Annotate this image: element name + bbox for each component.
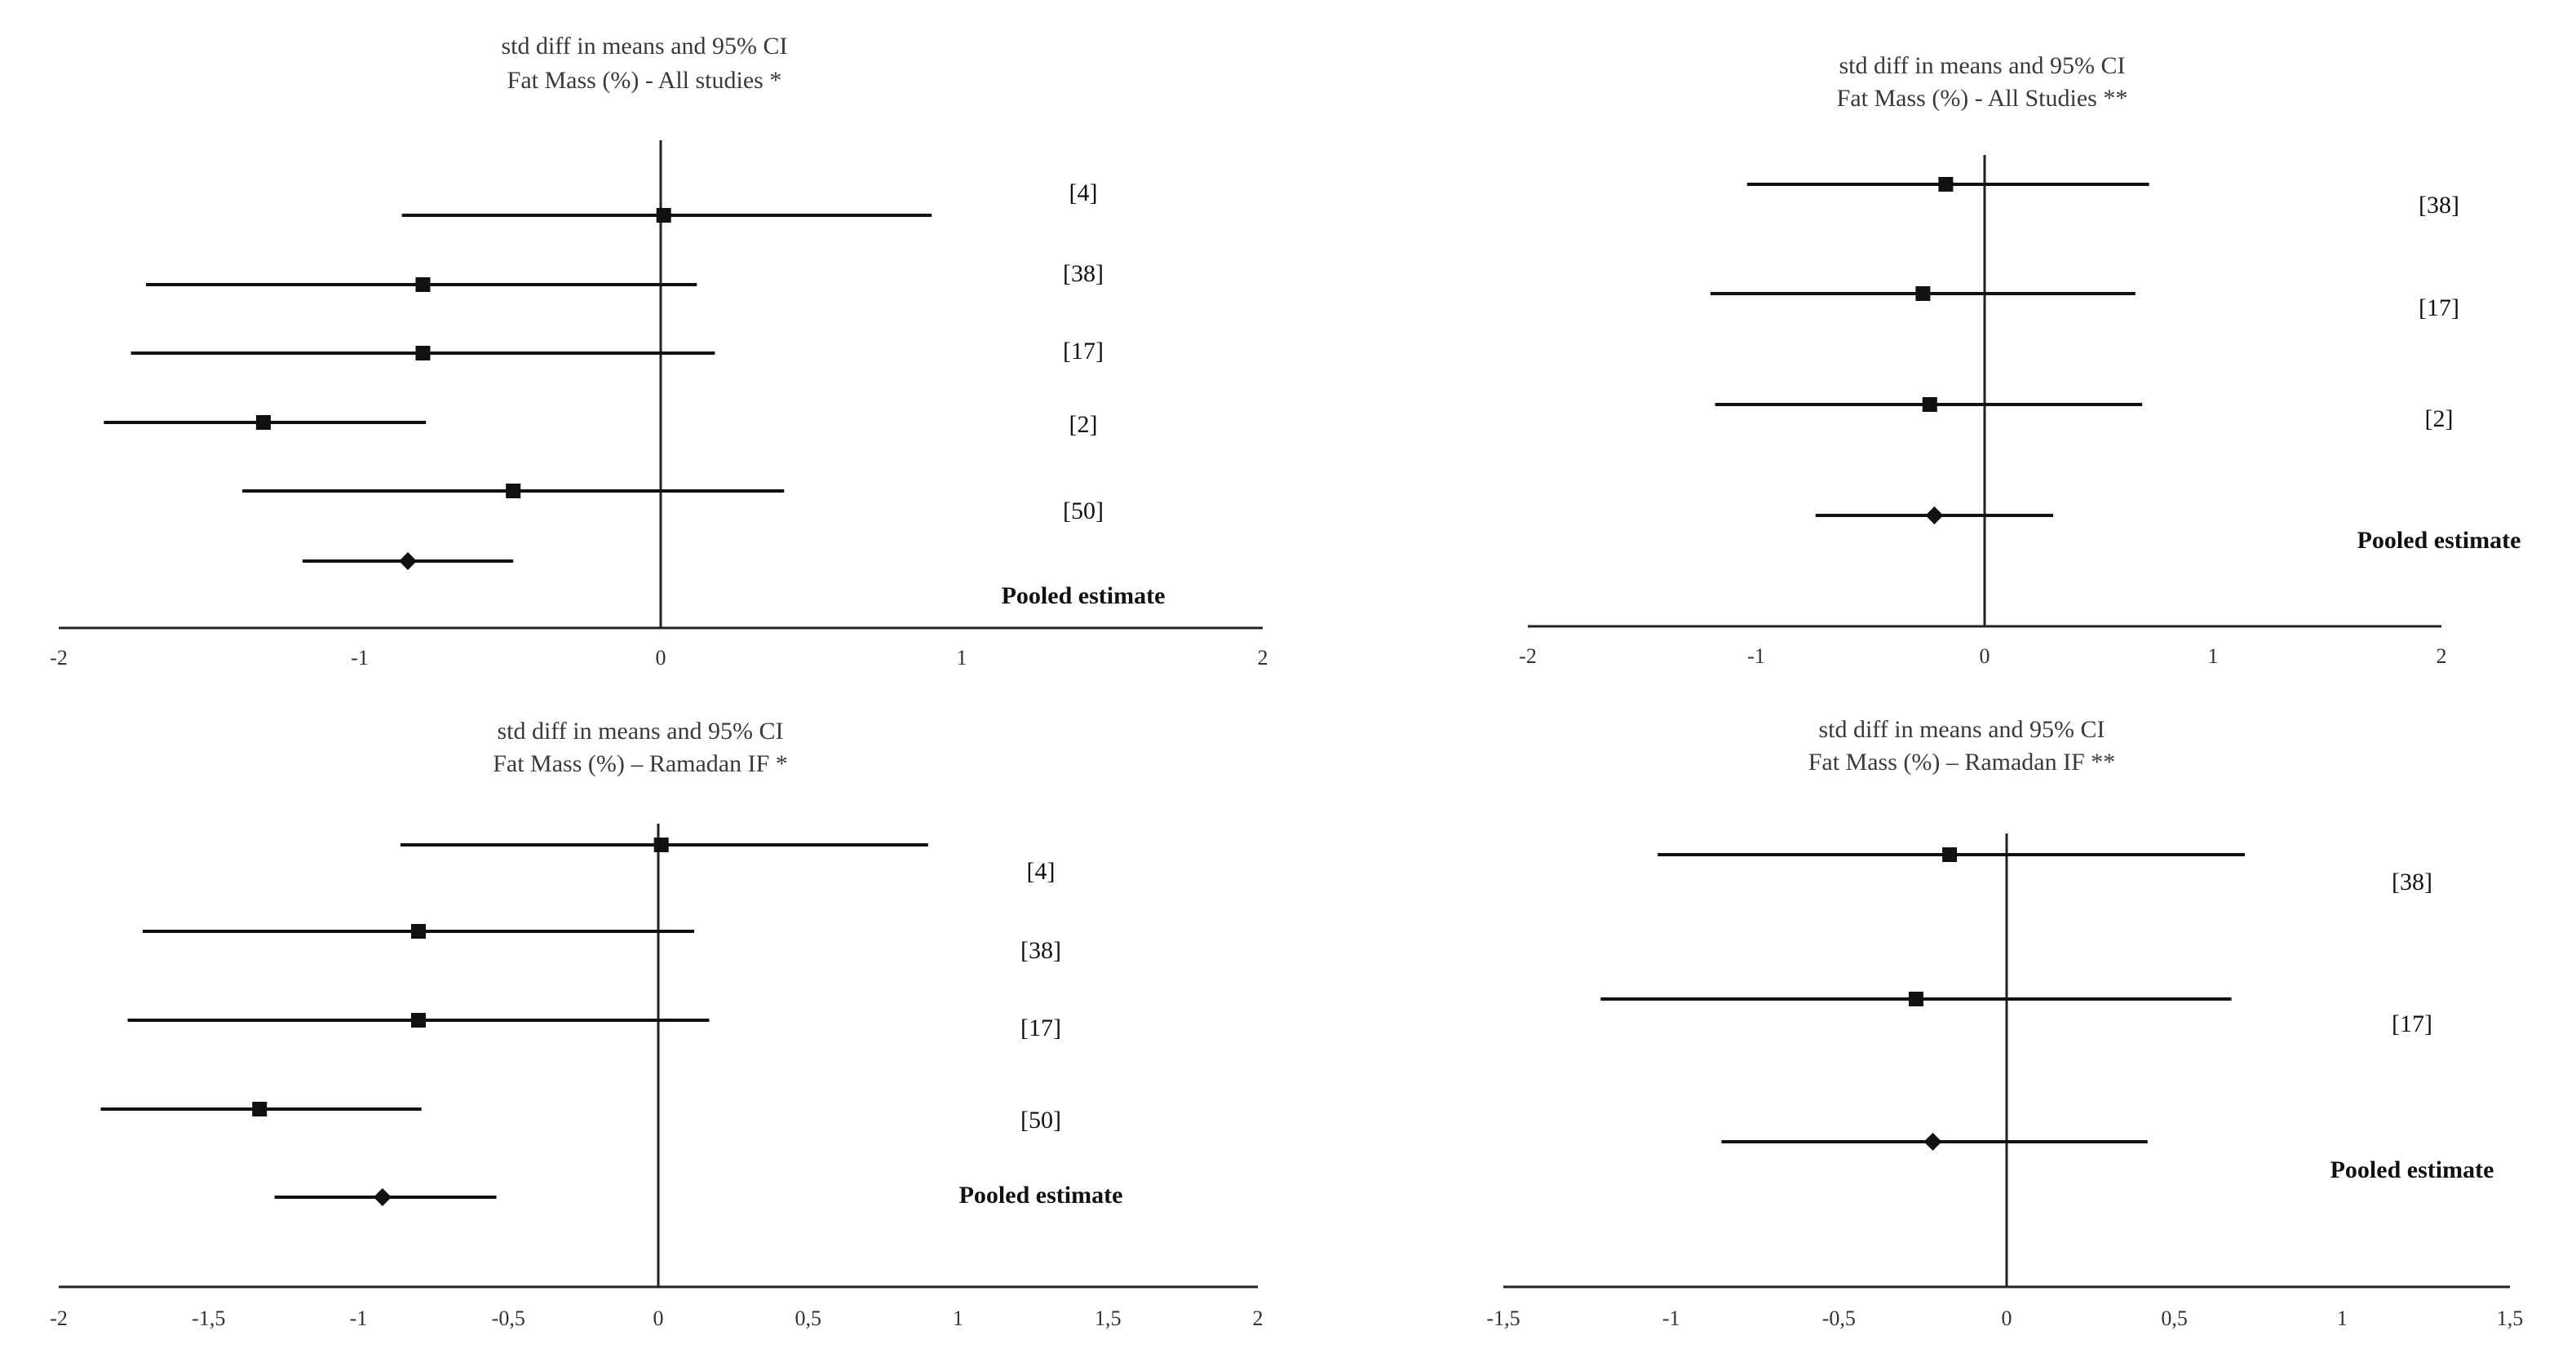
- panel-ramadan-if-2: std diff in means and 95% CI Fat Mass (%…: [1808, 716, 2116, 776]
- x-tick-label: 0,5: [795, 1306, 822, 1330]
- panel-ramadan-if-1: std diff in means and 95% CI Fat Mass (%…: [493, 718, 788, 777]
- study-label: [17]: [2419, 294, 2459, 321]
- x-tick-label: -1: [351, 646, 369, 670]
- x-tick-label: 1,5: [1095, 1306, 1122, 1330]
- forest-marks: -2 -1 0 1 2 [4] [38] [17] [2] [50] Pooled estimate…: [50, 140, 2523, 1330]
- study-estimate-marker: [653, 838, 669, 852]
- study-estimate-marker: [1922, 397, 1937, 412]
- panel-subtitle: Fat Mass (%) – Ramadan IF **: [1808, 749, 2116, 776]
- x-tick-label: -1: [1662, 1306, 1680, 1330]
- x-tick-label: -0,5: [492, 1306, 525, 1330]
- panel-all-studies-1: std diff in means and 95% CI Fat Mass (%…: [501, 33, 787, 94]
- panel-subtitle: Fat Mass (%) - All studies *: [507, 67, 782, 94]
- study-label: [17]: [2392, 1010, 2432, 1037]
- study-estimate-marker: [1942, 847, 1958, 862]
- x-tick-label: 1: [957, 646, 967, 670]
- pooled-estimate-marker: [373, 1188, 392, 1206]
- x-tick-label: -1,5: [192, 1306, 225, 1330]
- pooled-estimate-label: Pooled estimate: [2330, 1156, 2494, 1183]
- study-label: [2]: [2425, 405, 2454, 432]
- x-tick-label: 0: [2002, 1306, 2012, 1330]
- x-tick-label: 0: [1980, 644, 1990, 668]
- x-tick-label: 1: [2337, 1306, 2348, 1330]
- panel-subtitle: Fat Mass (%) - All Studies **: [1837, 85, 2128, 112]
- x-tick-label: 1,5: [2497, 1306, 2524, 1330]
- x-tick-label: 1: [953, 1306, 963, 1330]
- x-tick-label: -1: [1747, 644, 1765, 668]
- x-tick-label: -1,5: [1486, 1306, 1520, 1330]
- study-estimate-marker: [656, 208, 671, 223]
- study-estimate-marker: [411, 924, 426, 939]
- pooled-estimate-label: Pooled estimate: [1002, 582, 1166, 609]
- x-tick-label: 2: [1253, 1306, 1264, 1330]
- x-tick-label: -2: [1519, 644, 1537, 668]
- x-tick-label: 0: [656, 646, 666, 670]
- panel-title: std diff in means and 95% CI: [497, 718, 783, 745]
- pooled-estimate-marker: [1925, 506, 1944, 524]
- study-label: [38]: [1020, 937, 1061, 964]
- x-tick-label: -0,5: [1822, 1306, 1856, 1330]
- study-estimate-marker: [415, 277, 431, 292]
- study-label: [17]: [1020, 1015, 1061, 1041]
- study-estimate-marker: [255, 415, 271, 430]
- x-tick-label: 2: [1258, 646, 1268, 670]
- study-label: [38]: [2392, 869, 2432, 895]
- study-label: [38]: [1063, 260, 1104, 287]
- study-estimate-marker: [252, 1102, 268, 1116]
- study-estimate-marker: [411, 1013, 426, 1028]
- study-estimate-marker: [415, 346, 431, 360]
- panel-title: std diff in means and 95% CI: [1839, 52, 2125, 79]
- panel-title: std diff in means and 95% CI: [501, 33, 787, 60]
- x-tick-label: -2: [50, 1306, 68, 1330]
- study-label: [50]: [1020, 1107, 1061, 1134]
- panel-title: std diff in means and 95% CI: [1818, 716, 2105, 743]
- study-label: [2]: [1069, 411, 1098, 438]
- study-label: [38]: [2419, 192, 2459, 219]
- pooled-estimate-marker: [1923, 1133, 1942, 1151]
- study-estimate-marker: [506, 484, 521, 498]
- study-estimate-marker: [1938, 177, 1954, 192]
- study-label: [50]: [1063, 497, 1104, 524]
- x-tick-label: -1: [350, 1306, 368, 1330]
- panel-all-studies-2: std diff in means and 95% CI Fat Mass (%…: [1837, 52, 2128, 112]
- x-tick-label: -2: [50, 646, 68, 670]
- panel-subtitle: Fat Mass (%) – Ramadan IF *: [493, 750, 788, 777]
- pooled-estimate-label: Pooled estimate: [2357, 527, 2521, 554]
- study-estimate-marker: [1915, 286, 1931, 301]
- x-tick-label: 0,5: [2161, 1306, 2188, 1330]
- study-estimate-marker: [1908, 992, 1923, 1006]
- study-label: [4]: [1069, 179, 1098, 206]
- x-tick-label: 1: [2208, 644, 2219, 668]
- pooled-estimate-label: Pooled estimate: [959, 1182, 1123, 1209]
- x-tick-label: 2: [2437, 644, 2447, 668]
- x-tick-label: 0: [653, 1306, 664, 1330]
- pooled-estimate-marker: [399, 552, 418, 570]
- study-label: [4]: [1027, 858, 1056, 885]
- study-label: [17]: [1063, 338, 1104, 365]
